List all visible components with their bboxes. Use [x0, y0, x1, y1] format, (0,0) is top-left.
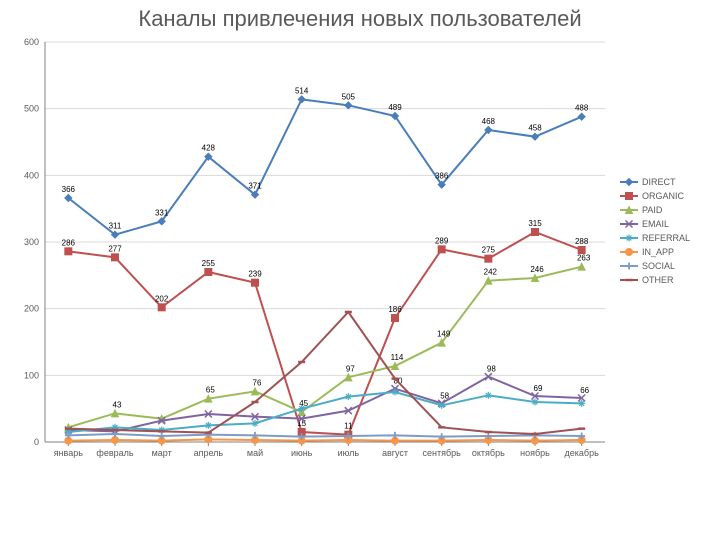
svg-text:август: август [382, 448, 408, 458]
legend-item-direct: DIRECT [620, 177, 676, 187]
svg-text:февраль: февраль [96, 448, 133, 458]
svg-text:65: 65 [206, 386, 215, 395]
svg-text:288: 288 [575, 237, 589, 246]
svg-text:239: 239 [248, 270, 262, 279]
svg-text:15: 15 [297, 419, 306, 428]
svg-text:386: 386 [435, 172, 449, 181]
svg-text:488: 488 [575, 104, 589, 113]
svg-text:289: 289 [435, 236, 449, 245]
svg-text:458: 458 [528, 124, 542, 133]
svg-text:DIRECT: DIRECT [642, 177, 676, 187]
svg-text:апрель: апрель [194, 448, 224, 458]
svg-text:275: 275 [482, 246, 496, 255]
svg-text:98: 98 [487, 365, 496, 374]
svg-text:66: 66 [580, 386, 589, 395]
svg-text:ноябрь: ноябрь [520, 448, 550, 458]
series-paid: 4365764597114149242246263 [65, 254, 591, 431]
svg-text:600: 600 [24, 37, 39, 47]
legend-item-email: EMAIL [620, 219, 669, 229]
svg-text:514: 514 [295, 86, 309, 95]
svg-text:255: 255 [202, 259, 216, 268]
svg-text:OTHER: OTHER [642, 275, 674, 285]
svg-text:EMAIL: EMAIL [642, 219, 669, 229]
svg-text:97: 97 [346, 364, 355, 373]
svg-text:март: март [152, 448, 172, 458]
svg-text:REFERRAL: REFERRAL [642, 233, 690, 243]
svg-text:331: 331 [155, 208, 169, 217]
svg-text:SOCIAL: SOCIAL [642, 261, 675, 271]
svg-text:0: 0 [34, 437, 39, 447]
legend-item-organic: ORGANIC [620, 191, 685, 201]
svg-text:июль: июль [338, 448, 360, 458]
svg-text:315: 315 [528, 219, 542, 228]
svg-text:311: 311 [109, 222, 122, 231]
svg-text:июнь: июнь [291, 448, 313, 458]
svg-text:505: 505 [342, 92, 356, 101]
svg-text:246: 246 [530, 265, 544, 274]
svg-text:286: 286 [62, 238, 76, 247]
svg-text:263: 263 [577, 254, 591, 263]
svg-text:149: 149 [437, 330, 451, 339]
series-organic: 286 277 202 255 239 15 11 186 289 275 315 288 [62, 219, 589, 438]
legend-item-paid: PAID [620, 205, 663, 215]
svg-text:202: 202 [155, 294, 169, 303]
svg-text:277: 277 [108, 244, 122, 253]
svg-text:сентябрь: сентябрь [423, 448, 462, 458]
svg-text:69: 69 [534, 384, 543, 393]
svg-text:371: 371 [248, 182, 262, 191]
svg-text:ORGANIC: ORGANIC [642, 191, 685, 201]
svg-text:500: 500 [24, 104, 39, 114]
chart-title: Каналы привлечения новых пользователей [0, 0, 720, 32]
svg-text:76: 76 [253, 378, 262, 387]
legend-item-other: OTHER [620, 275, 674, 285]
svg-text:PAID: PAID [642, 205, 663, 215]
svg-text:300: 300 [24, 237, 39, 247]
legend-item-referral: REFERRAL [620, 233, 690, 243]
svg-text:IN_APP: IN_APP [642, 247, 674, 257]
svg-text:428: 428 [202, 144, 216, 153]
svg-text:100: 100 [24, 370, 39, 380]
svg-text:242: 242 [484, 268, 498, 277]
svg-text:58: 58 [440, 391, 449, 400]
svg-text:май: май [247, 448, 263, 458]
legend-item-social: SOCIAL [620, 261, 675, 271]
chart-svg: 0 100 200 300 400 500 600 январь февраль март апре… [0, 32, 720, 532]
svg-text:400: 400 [24, 170, 39, 180]
svg-text:366: 366 [62, 185, 76, 194]
legend-item-in_app: IN_APP [620, 247, 674, 257]
svg-text:январь: январь [54, 448, 84, 458]
svg-text:43: 43 [113, 400, 122, 409]
svg-text:489: 489 [388, 103, 402, 112]
svg-text:декабрь: декабрь [565, 448, 600, 458]
svg-text:186: 186 [388, 305, 402, 314]
svg-text:200: 200 [24, 304, 39, 314]
svg-text:11: 11 [344, 422, 353, 431]
svg-text:октябрь: октябрь [472, 448, 505, 458]
svg-text:114: 114 [391, 353, 404, 362]
legend: DIRECT ORGANIC PAID EMAIL REFERRAL IN_APP SOCI… [620, 177, 690, 285]
svg-text:468: 468 [482, 117, 496, 126]
chart-container: 0 100 200 300 400 500 600 январь февраль март апре… [0, 32, 720, 532]
